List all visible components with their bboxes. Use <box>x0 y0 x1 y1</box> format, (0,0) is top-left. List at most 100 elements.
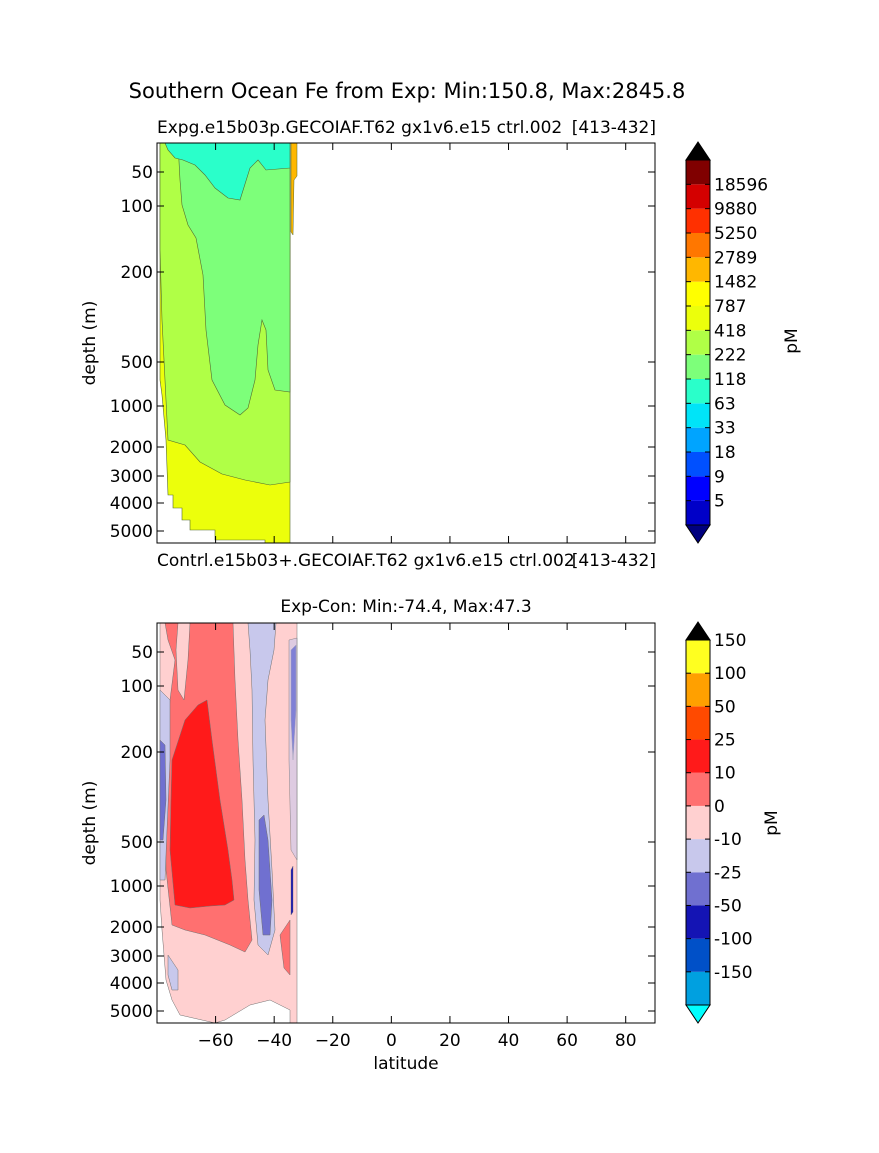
colorbar-tick-label: 5250 <box>714 224 757 244</box>
top-plot-frame <box>156 142 656 544</box>
y-tick-label: 3000 <box>110 467 153 487</box>
y-tick-label: 4000 <box>110 494 153 514</box>
colorbar-swatch <box>686 379 710 404</box>
colorbar-swatch <box>686 739 710 773</box>
colorbar-tick-label: -150 <box>714 963 753 983</box>
y-tick-label: 5000 <box>110 522 153 542</box>
colorbar-swatch <box>686 872 710 906</box>
top-y-ticks: 50 100 200 500 1000 2000 3000 4000 5000 <box>110 163 655 542</box>
bottom-contour-lavender-edge <box>288 637 298 861</box>
colorbar-tick-label: 100 <box>714 664 746 684</box>
x-tick-label: 40 <box>498 1031 520 1051</box>
colorbar-tick-label: 0 <box>714 797 725 817</box>
y-tick-label: 4000 <box>110 974 153 994</box>
bottom-y-ticks: 50 100 200 500 1000 2000 3000 4000 5000 <box>110 643 655 1022</box>
bottom-contour-red <box>169 699 235 909</box>
colorbar-tick-label: 418 <box>714 321 746 341</box>
colorbar-tick-label: 18 <box>714 443 736 463</box>
colorbar-tick-label: -25 <box>714 863 742 883</box>
colorbar-swatch <box>686 905 710 939</box>
colorbar-tick-label: 1482 <box>714 273 757 293</box>
colorbar-swatch <box>686 257 710 282</box>
colorbar-swatch <box>686 476 710 501</box>
colorbar-swatch <box>686 233 710 258</box>
colorbar-tick-label: 18596 <box>714 175 768 195</box>
bottom-ylabel: depth (m) <box>80 781 100 866</box>
bottom-xlabel: latitude <box>373 1054 438 1074</box>
colorbar-tick-label: 9880 <box>714 200 757 220</box>
colorbar-frame <box>685 639 711 1006</box>
y-tick-label: 1000 <box>110 877 153 897</box>
colorbar-swatch <box>686 306 710 331</box>
colorbar-tick-label: 50 <box>714 697 736 717</box>
colorbar-swatch <box>686 354 710 379</box>
bottom-contour-blue-south <box>159 739 167 841</box>
colorbar-swatch <box>686 805 710 840</box>
y-tick-label: 200 <box>121 743 153 763</box>
colorbar-tick-label: 33 <box>714 419 736 439</box>
colorbar-tick-label: 25 <box>714 731 736 751</box>
colorbar-tick-label: 63 <box>714 394 736 414</box>
top-contour-orange <box>290 142 298 236</box>
colorbar-tick-label: 9 <box>714 467 725 487</box>
colorbar-tick-label: -50 <box>714 896 742 916</box>
colorbar-swatch <box>686 330 710 355</box>
colorbar-swatch <box>686 938 710 972</box>
y-tick-label: 1000 <box>110 397 153 417</box>
y-tick-label: 200 <box>121 263 153 283</box>
colorbar-swatch <box>686 160 710 185</box>
colorbar-over-arrow <box>685 621 711 641</box>
bottom-contour-field <box>159 622 298 1024</box>
bottom-plot-frame <box>156 622 656 1024</box>
x-tick-label: 0 <box>386 1031 397 1051</box>
bottom-x-ticks: −60 −40 −20 0 20 40 60 80 <box>198 623 637 1051</box>
bottom-contour-darkblue-lower <box>290 865 294 916</box>
colorbar-swatch <box>686 971 710 1005</box>
figure-suptitle: Southern Ocean Fe from Exp: Min:150.8, M… <box>129 79 686 103</box>
colorbar-tick-label: 150 <box>714 631 746 651</box>
top-contour-teal <box>164 142 291 201</box>
colorbar-swatch <box>686 839 710 873</box>
colorbar-swatch <box>686 706 710 740</box>
colorbar-tick-label: -100 <box>714 930 753 950</box>
colorbar-tick-label: 10 <box>714 764 736 784</box>
top-colorbar: 5 9 18 33 63 118 222 418 787 1482 2789 5250 9880 1859… <box>685 141 768 544</box>
colorbar-tick-label: -10 <box>714 830 742 850</box>
y-tick-label: 50 <box>131 643 153 663</box>
top-x-ticks <box>215 143 627 543</box>
colorbar-swatch <box>686 500 710 525</box>
colorbar-swatch <box>686 208 710 233</box>
colorbar-tick-label: 118 <box>714 370 746 390</box>
x-tick-label: −60 <box>198 1031 234 1051</box>
colorbar-tick-label: 222 <box>714 346 746 366</box>
colorbar-tick-label: 5 <box>714 492 725 512</box>
bottom-contour-lavender-deep <box>167 954 179 991</box>
colorbar-swatch <box>686 673 710 707</box>
top-contour-field <box>159 142 298 544</box>
top-panel-period: [413-432] <box>572 118 656 138</box>
top-bottom-right-label: [413-432] <box>572 551 656 571</box>
colorbar-under-arrow <box>685 524 711 544</box>
colorbar-swatch <box>686 452 710 477</box>
colorbar-swatch <box>686 184 710 209</box>
x-tick-label: −20 <box>315 1031 351 1051</box>
y-tick-label: 50 <box>131 163 153 183</box>
y-tick-label: 2000 <box>110 918 153 938</box>
colorbar-swatch <box>686 403 710 428</box>
colorbar-swatch <box>686 281 710 306</box>
y-tick-label: 500 <box>121 353 153 373</box>
top-panel-title: Expg.e15b03p.GECOIAF.T62 gx1v6.e15 ctrl.… <box>157 118 562 138</box>
colorbar-swatch <box>686 640 710 674</box>
y-tick-label: 500 <box>121 833 153 853</box>
colorbar-swatch <box>686 427 710 452</box>
colorbar-over-arrow <box>685 141 711 161</box>
colorbar-tick-label: 2789 <box>714 248 757 268</box>
bottom-contour-blue-north <box>258 814 273 936</box>
bottom-panel-title: Exp-Con: Min:-74.4, Max:47.3 <box>280 597 531 617</box>
top-bottom-left-label: Contrl.e15b03+.GECOIAF.T62 gx1v6.e15 ctr… <box>157 551 575 571</box>
y-tick-label: 3000 <box>110 947 153 967</box>
y-tick-label: 2000 <box>110 438 153 458</box>
colorbar-frame <box>685 159 711 526</box>
